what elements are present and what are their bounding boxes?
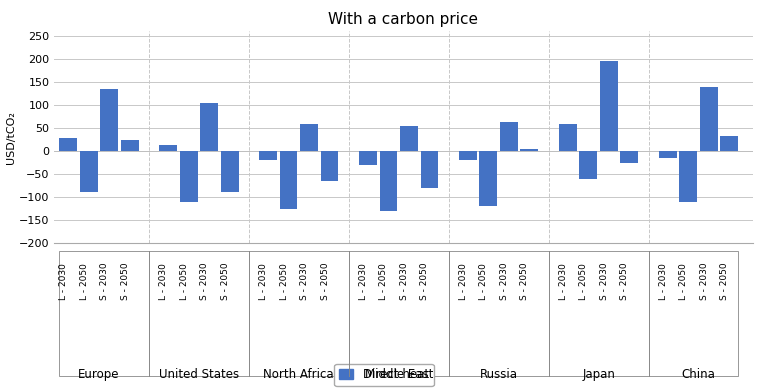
Text: L - 2030: L - 2030 (359, 263, 368, 299)
Text: S - 2030: S - 2030 (100, 263, 109, 300)
Text: United States: United States (159, 368, 239, 381)
Bar (379, 151, 397, 211)
Bar (400, 126, 418, 151)
Bar (700, 87, 718, 151)
Bar (100, 89, 118, 151)
Text: S - 2050: S - 2050 (220, 263, 230, 300)
Text: S - 2050: S - 2050 (121, 263, 130, 300)
Text: L - 2050: L - 2050 (479, 263, 488, 299)
Text: Middle East: Middle East (365, 368, 433, 381)
Text: S - 2050: S - 2050 (320, 263, 329, 300)
Text: Japan: Japan (582, 368, 615, 381)
Bar (500, 122, 518, 151)
Bar (300, 124, 318, 151)
Bar (659, 151, 677, 158)
Text: S - 2030: S - 2030 (600, 263, 609, 300)
Text: S - 2030: S - 2030 (400, 263, 409, 300)
Text: L - 2030: L - 2030 (559, 263, 568, 299)
Bar (80, 151, 98, 192)
Bar (159, 145, 177, 151)
Bar (200, 103, 218, 151)
Text: L - 2030: L - 2030 (459, 263, 468, 299)
Text: L - 2050: L - 2050 (379, 263, 389, 299)
Bar (521, 149, 538, 151)
Text: L - 2030: L - 2030 (59, 263, 68, 299)
Text: China: China (682, 368, 716, 381)
Bar (320, 151, 339, 181)
Text: L - 2050: L - 2050 (280, 263, 289, 299)
Bar (359, 151, 377, 165)
Bar (479, 151, 498, 206)
Bar (579, 151, 598, 179)
Bar (121, 140, 138, 151)
Text: S - 2050: S - 2050 (720, 263, 730, 300)
Bar (459, 151, 477, 160)
Bar (259, 151, 277, 160)
Bar (559, 124, 577, 151)
Text: L - 2050: L - 2050 (579, 263, 588, 299)
Legend: Direct heat: Direct heat (334, 364, 434, 386)
Text: L - 2030: L - 2030 (259, 263, 268, 299)
Text: S - 2030: S - 2030 (200, 263, 209, 300)
Text: S - 2050: S - 2050 (521, 263, 529, 300)
Text: S - 2030: S - 2030 (500, 263, 509, 300)
Text: L - 2050: L - 2050 (680, 263, 688, 299)
Bar (720, 136, 738, 151)
Text: S - 2050: S - 2050 (621, 263, 630, 300)
Text: L - 2030: L - 2030 (659, 263, 668, 299)
Bar (680, 151, 697, 201)
Text: Europe: Europe (78, 368, 120, 381)
Bar (59, 138, 77, 151)
Text: S - 2030: S - 2030 (700, 263, 709, 300)
Bar (600, 61, 617, 151)
Text: North Africa: North Africa (263, 368, 334, 381)
Bar (180, 151, 197, 201)
Text: Russia: Russia (480, 368, 518, 381)
Bar (280, 151, 297, 209)
Text: L - 2030: L - 2030 (159, 263, 168, 299)
Text: L - 2050: L - 2050 (80, 263, 88, 299)
Title: With a carbon price: With a carbon price (328, 13, 478, 27)
Y-axis label: USD/tCO₂: USD/tCO₂ (6, 111, 16, 163)
Text: S - 2050: S - 2050 (421, 263, 429, 300)
Text: S - 2030: S - 2030 (300, 263, 309, 300)
Bar (220, 151, 239, 192)
Bar (421, 151, 439, 188)
Text: L - 2050: L - 2050 (180, 263, 189, 299)
Bar (621, 151, 638, 163)
